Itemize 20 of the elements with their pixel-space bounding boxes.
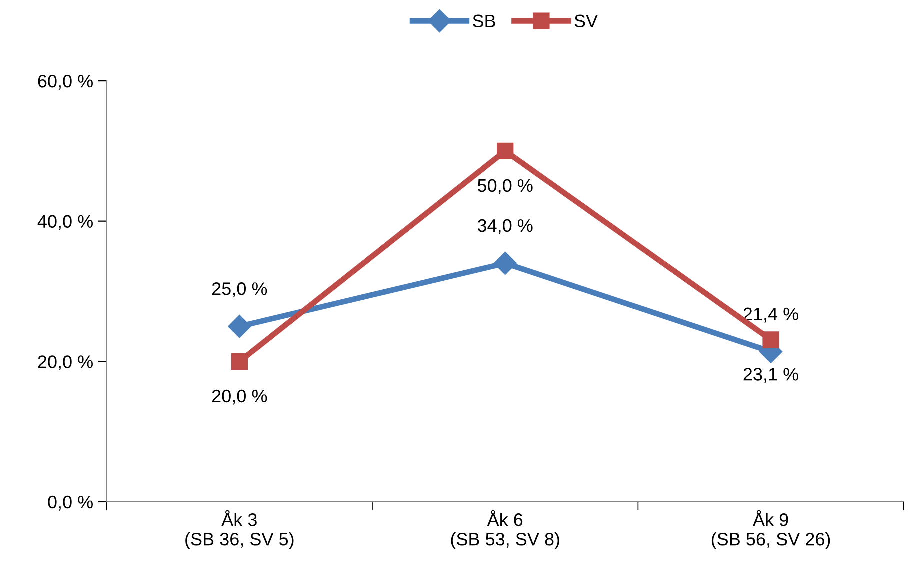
data-label: 20,0 % <box>212 390 268 405</box>
data-label: 34,0 % <box>478 219 533 234</box>
point <box>228 315 252 338</box>
data-label: 21,4 % <box>744 308 798 323</box>
point <box>497 142 514 160</box>
point <box>494 252 517 275</box>
y-tick-label: 40,0 % <box>38 215 93 230</box>
data-label: 50,0 % <box>478 179 533 194</box>
x-tick-label: Åk 3 (SB 36, SV 5) <box>186 510 294 550</box>
data-label: 25,0 % <box>212 282 268 298</box>
x-tick-label: Åk 9 (SB 56, SV 26) <box>712 510 830 550</box>
point <box>231 353 248 370</box>
y-tick-label: 60,0 % <box>38 74 93 90</box>
data-label: 23,1 % <box>744 368 798 383</box>
legend-label: SB <box>473 14 496 28</box>
legend-label: SV <box>574 14 598 28</box>
point <box>762 332 780 348</box>
y-tick-label: 20,0 % <box>38 356 93 371</box>
x-tick-label: Åk 6 (SB 53, SV 8) <box>451 510 560 550</box>
y-tick-label: 0,0 % <box>48 496 93 511</box>
